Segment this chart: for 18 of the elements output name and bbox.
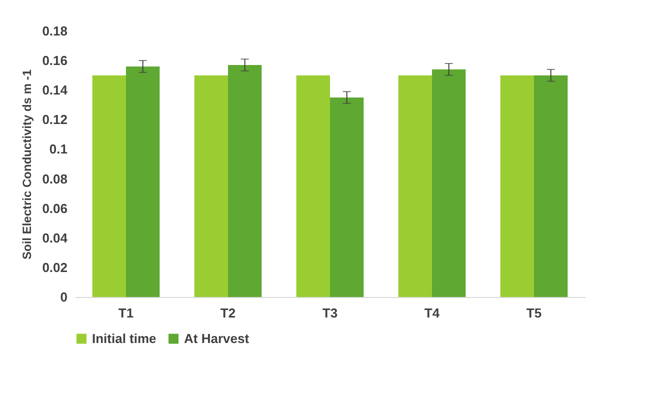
y-axis-title: Soil Electric Conductivity ds m -1 xyxy=(20,69,34,260)
y-tick-label: 0.14 xyxy=(42,82,68,98)
y-tick-label: 0.06 xyxy=(42,200,68,216)
x-tick-label: T5 xyxy=(526,306,542,320)
y-tick-label: 0 xyxy=(60,290,68,304)
y-tick-label: 0.08 xyxy=(42,171,68,186)
y-tick-label: 0.16 xyxy=(42,53,68,68)
y-tick-label: 0.12 xyxy=(42,112,68,128)
x-tick-label: T4 xyxy=(424,306,440,320)
y-tick-label: 0.1 xyxy=(49,142,68,157)
y-tick-label: 0.02 xyxy=(42,260,68,275)
x-tick-label: T2 xyxy=(220,306,236,320)
y-tick-label: 0.04 xyxy=(42,230,68,246)
legend-label: At Harvest xyxy=(184,330,250,346)
x-tick-label: T3 xyxy=(322,306,338,320)
legend-label: Initial time xyxy=(92,330,156,346)
x-tick-label: T1 xyxy=(118,306,134,320)
y-tick-label: 0.18 xyxy=(42,24,68,38)
